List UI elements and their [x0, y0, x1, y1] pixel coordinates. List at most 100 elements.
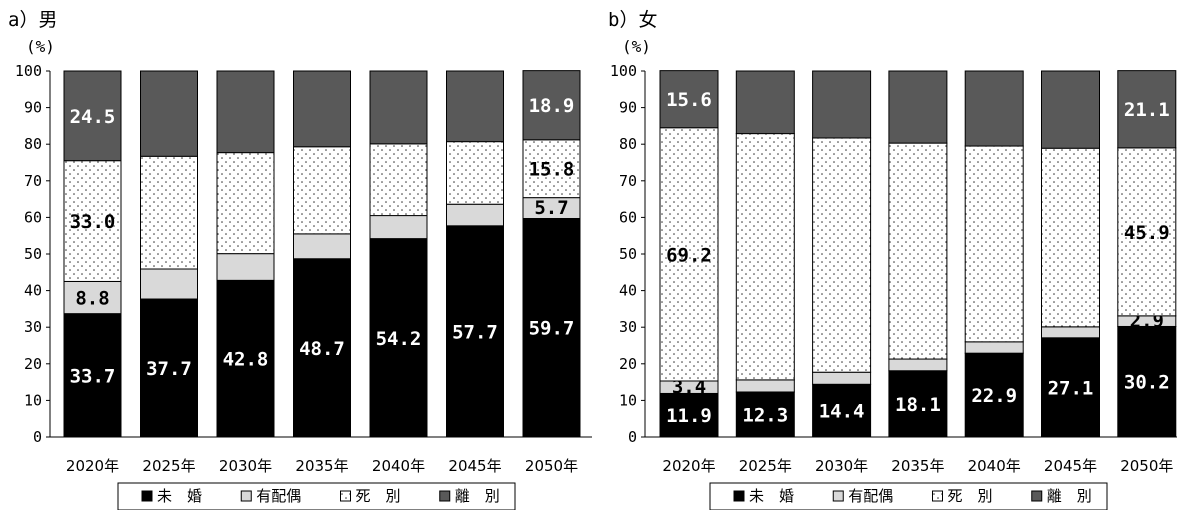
bar-segment	[369, 238, 428, 438]
bar-segment	[293, 146, 351, 235]
y-tick-label: 10	[619, 391, 637, 409]
data-label: 48.7	[299, 338, 345, 360]
bar-segment	[888, 358, 948, 372]
bar-segment	[659, 70, 719, 129]
chart-panel-female: b）女 (%) 0 10 20 30 40 50 60 70 80 90 100 11.9 3.4 69.2 1…	[608, 9, 1177, 510]
data-label: 18.1	[895, 394, 941, 416]
legend-box	[117, 482, 516, 510]
bar-segment	[216, 253, 275, 281]
x-tick-label: 2020年	[66, 457, 119, 475]
x-tick-label: 2040年	[372, 457, 425, 475]
x-tick-label: 2045年	[1044, 457, 1097, 475]
bar-segment	[1041, 326, 1100, 339]
legend-label: 有配偶	[256, 487, 301, 505]
bar-segment	[1041, 337, 1100, 438]
y-tick-label: 50	[619, 245, 637, 263]
y-tick-label: 70	[619, 172, 637, 190]
y-tick-label: 80	[24, 135, 42, 153]
legend-label: 有配偶	[848, 487, 893, 505]
y-tick-label: 60	[619, 208, 637, 226]
y-axis-label: (%)	[622, 37, 651, 56]
bar-segment	[522, 217, 581, 438]
bar-segment	[446, 225, 504, 438]
data-label: 15.8	[529, 159, 575, 181]
data-label: 14.4	[819, 401, 865, 423]
y-tick-label: 90	[24, 99, 42, 117]
legend-swatch	[340, 490, 351, 502]
bar-segment	[964, 145, 1024, 343]
bar-segment	[964, 341, 1024, 354]
data-label: 11.9	[666, 405, 712, 427]
y-tick-label: 100	[610, 62, 637, 80]
legend-label: 未 婚	[749, 487, 794, 505]
bar-segment	[63, 70, 122, 162]
x-tick-label: 2025年	[739, 457, 792, 475]
bar-segment	[293, 258, 351, 438]
data-label: 27.1	[1048, 377, 1094, 399]
bar-segment	[888, 70, 948, 144]
data-label: 5.7	[534, 197, 568, 219]
bar-segment	[659, 127, 719, 382]
x-tick-label: 2040年	[968, 457, 1021, 475]
y-tick-label: 30	[24, 318, 42, 336]
legend-label: 未 婚	[157, 487, 202, 505]
bar-segment	[140, 70, 198, 157]
bar-segment	[446, 70, 504, 143]
legend-swatch	[439, 490, 451, 502]
bar-segment	[293, 233, 351, 260]
data-label: 37.7	[146, 358, 192, 380]
bar-segment	[812, 371, 872, 385]
y-tick-label: 0	[33, 428, 42, 446]
data-label: 42.8	[223, 349, 269, 371]
bar-segment	[140, 298, 198, 438]
bar-segment	[964, 70, 1024, 147]
bar-segment	[735, 391, 795, 438]
y-tick-label: 0	[628, 428, 637, 446]
bar-segment	[1041, 70, 1100, 149]
bar-segment	[522, 139, 581, 199]
x-tick-label: 2030年	[815, 457, 868, 475]
data-label: 12.3	[742, 404, 788, 426]
x-tick-label: 2035年	[295, 457, 348, 475]
x-tick-label: 2020年	[662, 457, 715, 475]
data-label: 59.7	[529, 318, 575, 340]
bar-segment	[216, 152, 275, 255]
data-label: 45.9	[1124, 222, 1170, 244]
data-label: 69.2	[666, 244, 712, 266]
bar-segment	[63, 280, 122, 315]
y-tick-label: 20	[24, 355, 42, 373]
data-label: 54.2	[376, 328, 422, 350]
bar-segment	[369, 143, 428, 217]
legend-swatch	[141, 490, 153, 502]
bar-segment	[522, 70, 581, 141]
y-tick-label: 20	[619, 355, 637, 373]
bar-segment	[1041, 147, 1100, 328]
bar-segment	[140, 268, 198, 300]
x-tick-label: 2050年	[525, 457, 578, 475]
x-tick-label: 2050年	[1120, 457, 1173, 475]
data-label: 33.0	[70, 211, 116, 233]
y-tick-label: 70	[24, 172, 42, 190]
data-label: 57.7	[452, 321, 498, 343]
bar-segment	[735, 133, 795, 381]
x-tick-label: 2045年	[448, 457, 501, 475]
legend-swatch	[932, 490, 943, 502]
bar-segment	[1117, 147, 1177, 317]
bar-segment	[216, 279, 275, 438]
legend-swatch	[240, 490, 252, 502]
data-label: 24.5	[70, 106, 116, 128]
bar-segment	[1117, 70, 1177, 149]
bar-segment	[369, 70, 428, 145]
y-tick-label: 40	[24, 282, 42, 300]
bar-segment	[735, 70, 795, 135]
legend-swatch	[1031, 490, 1043, 502]
legend-swatch	[733, 490, 745, 502]
data-label: 15.6	[666, 89, 712, 111]
x-tick-label: 2030年	[219, 457, 272, 475]
data-label: 18.9	[529, 95, 575, 117]
data-label: 22.9	[971, 385, 1017, 407]
data-label: 30.2	[1124, 372, 1170, 394]
y-tick-label: 80	[619, 135, 637, 153]
data-label: 21.1	[1124, 99, 1170, 121]
